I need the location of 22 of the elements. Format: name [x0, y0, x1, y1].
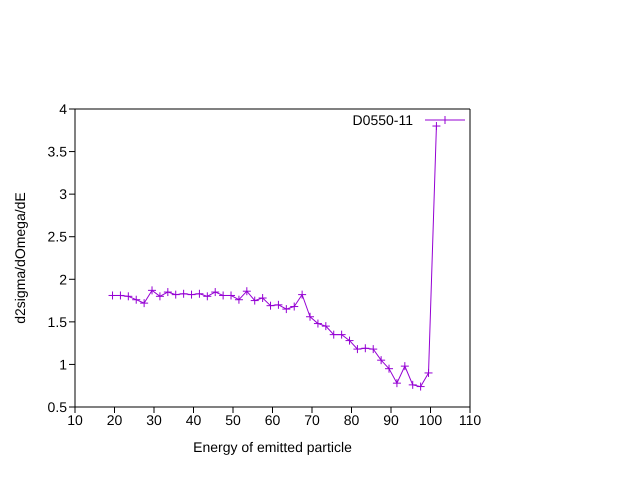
x-tick-label: 90 — [383, 412, 399, 428]
y-tick-label: 1.5 — [48, 314, 68, 330]
x-tick-label: 10 — [67, 412, 83, 428]
y-tick-label: 3 — [59, 186, 68, 202]
x-tick-label: 110 — [458, 412, 482, 428]
x-tick-label: 50 — [225, 412, 241, 428]
x-axis-title: Energy of emitted particle — [193, 439, 352, 455]
x-tick-label: 80 — [344, 412, 360, 428]
y-tick-label: 3.5 — [48, 144, 68, 160]
x-tick-label: 40 — [186, 412, 202, 428]
x-tick-label: 70 — [304, 412, 320, 428]
y-tick-label: 2 — [59, 271, 68, 288]
x-tick-label: 30 — [146, 412, 162, 428]
y-tick-label: 0.5 — [48, 398, 68, 415]
y-tick-label: 4 — [59, 100, 68, 117]
legend-label: D0550-11 — [352, 112, 413, 128]
y-tick-label: 1 — [59, 356, 68, 372]
x-tick-label: 60 — [264, 412, 280, 428]
y-tick-label: 2.5 — [48, 228, 68, 245]
x-tick-label: 20 — [106, 412, 122, 428]
y-axis-title: d2sigma/dOmega/dE — [12, 192, 28, 324]
x-tick-label: 100 — [418, 412, 442, 428]
